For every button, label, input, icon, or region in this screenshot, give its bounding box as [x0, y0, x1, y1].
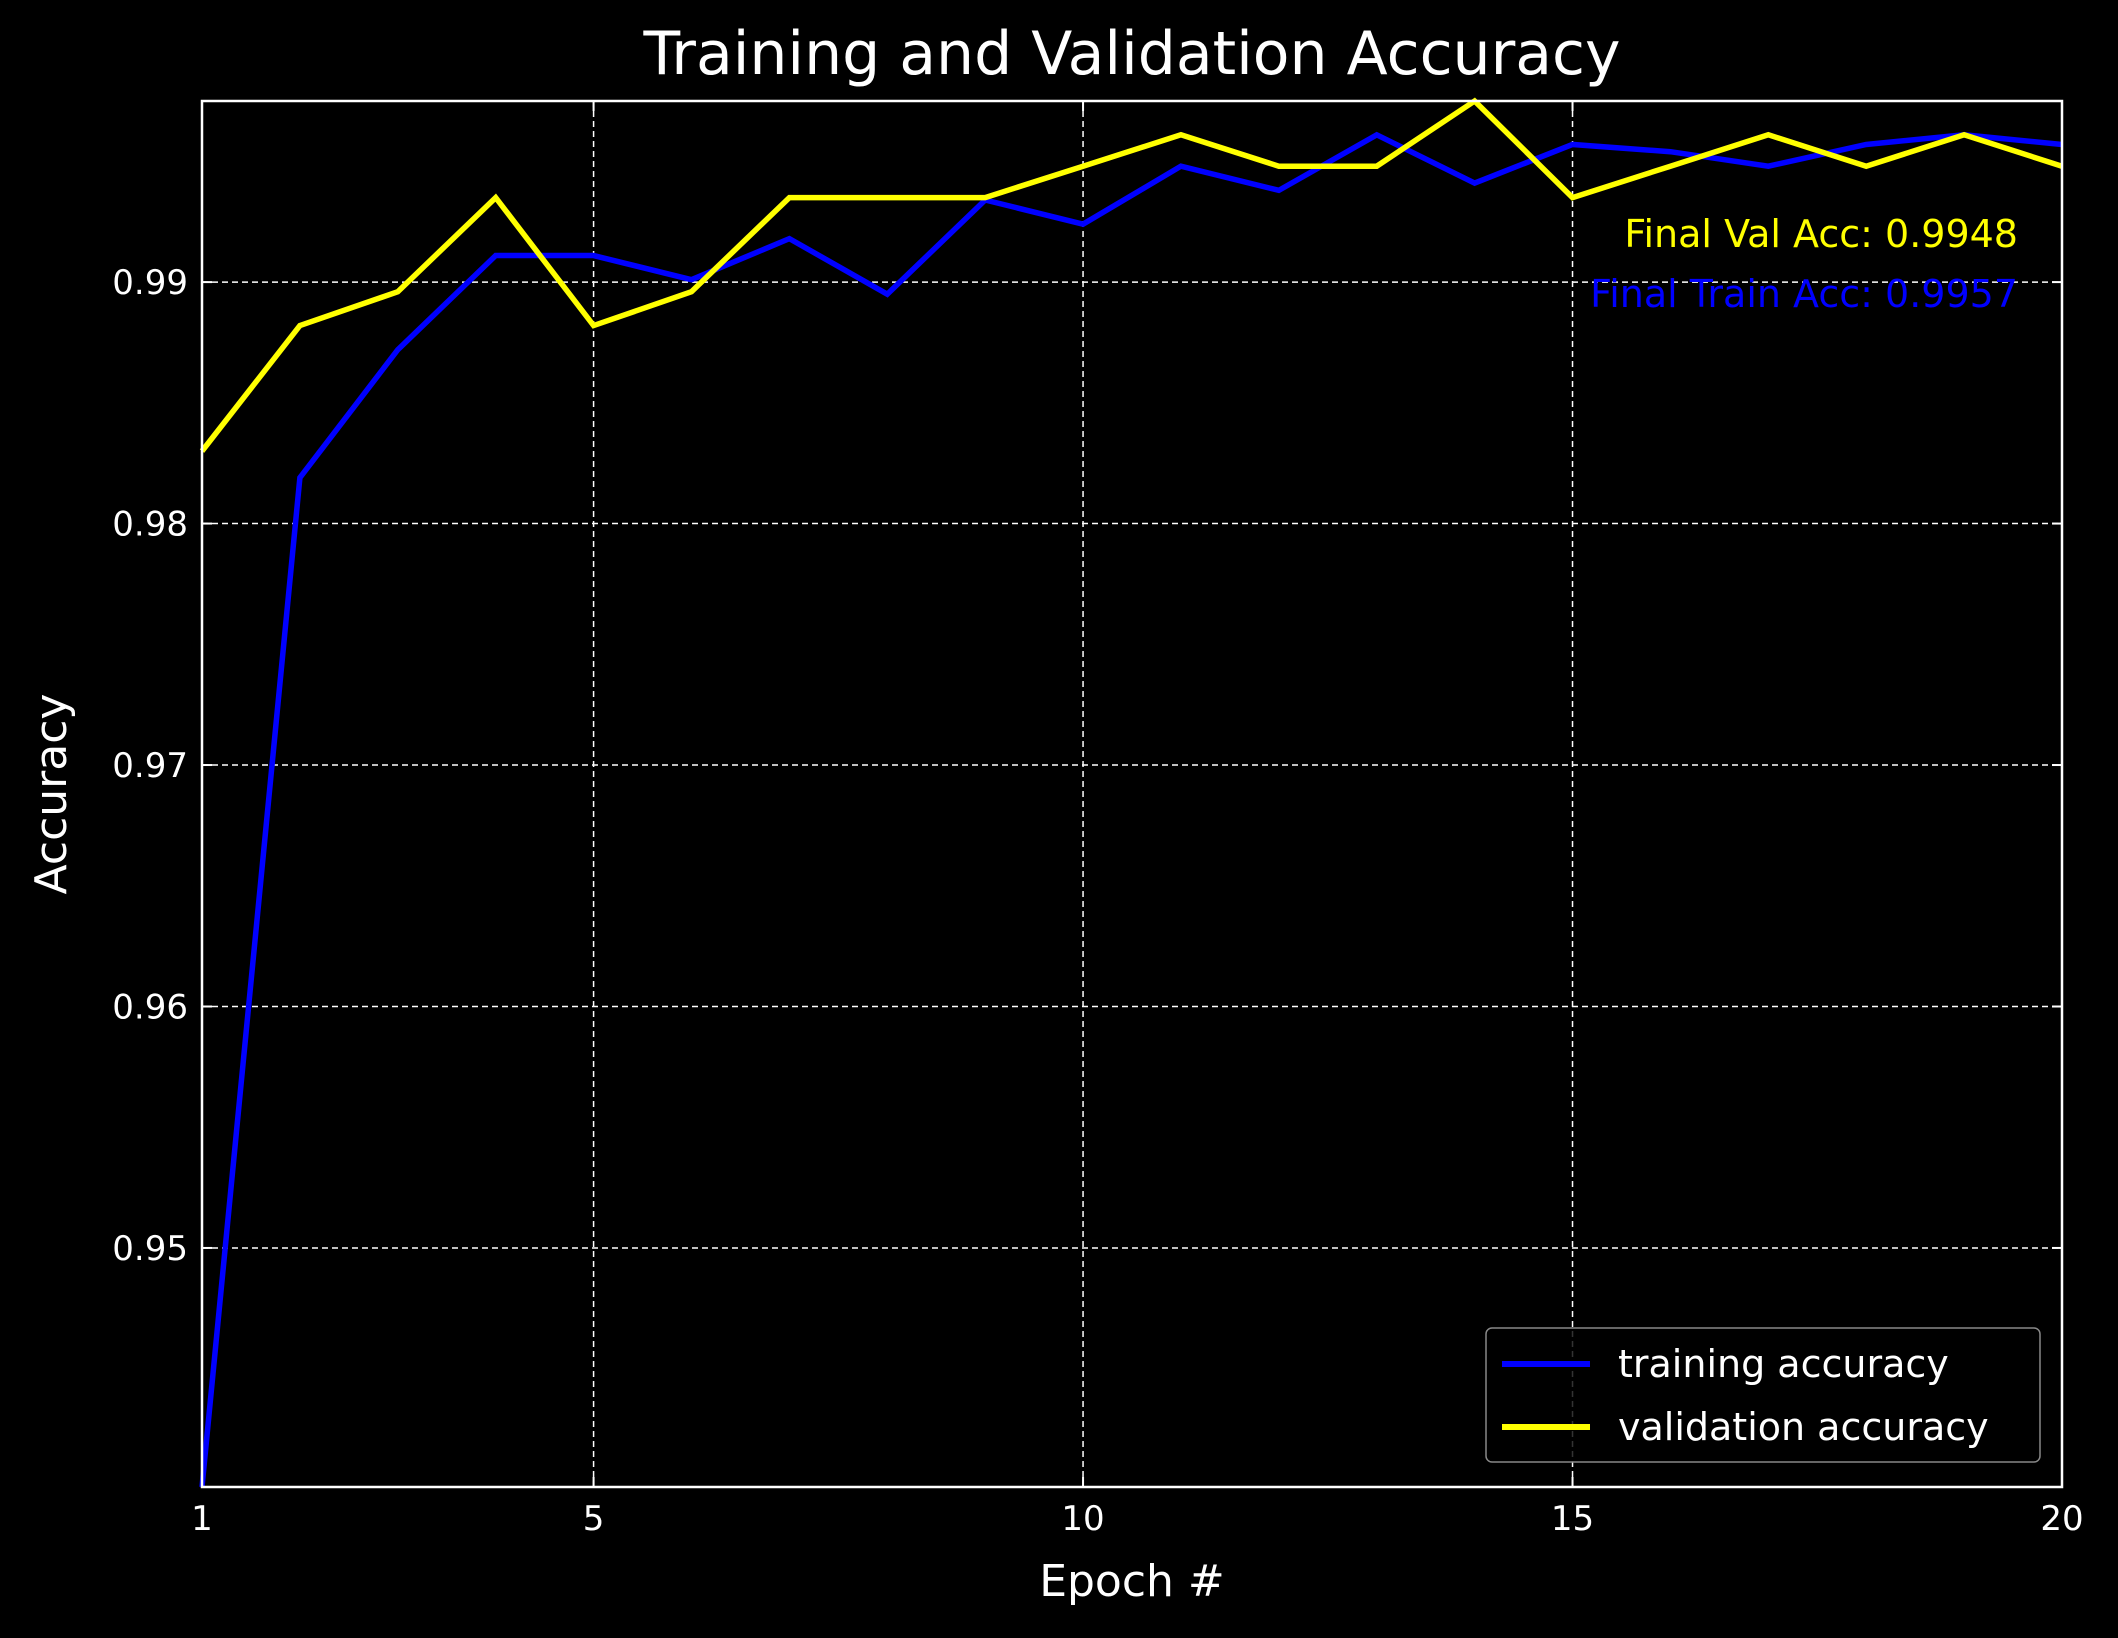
- y-tick-label: 0.98: [112, 505, 188, 545]
- legend-box: [1485, 1327, 2041, 1463]
- final-val-acc-annotation: Final Val Acc: 0.9948: [1624, 212, 2018, 256]
- x-axis-label: Epoch #: [1039, 1556, 1225, 1607]
- y-tick-label: 0.97: [112, 746, 188, 786]
- grid: [202, 101, 2062, 1487]
- legend-label-training: training accuracy: [1618, 1342, 1949, 1386]
- x-tick-label: 20: [2040, 1499, 2083, 1539]
- axis-ticks: 1 5 10 15 200.950.960.970.980.99: [112, 101, 2084, 1539]
- legend: training accuracy validation accuracy: [1485, 1327, 2041, 1463]
- legend-label-validation: validation accuracy: [1618, 1405, 1989, 1449]
- x-tick-label: 1: [191, 1499, 213, 1539]
- series-layer: [199, 97, 2063, 1488]
- x-tick-label: 15: [1551, 1499, 1594, 1539]
- final-train-acc-annotation: Final Train Acc: 0.9957: [1590, 272, 2018, 316]
- y-tick-label: 0.95: [112, 1229, 188, 1269]
- training-accuracy-line: [199, 131, 2063, 1488]
- y-tick-label: 0.96: [112, 987, 188, 1027]
- x-tick-label: 10: [1061, 1499, 1104, 1539]
- validation-accuracy-line: [199, 97, 2063, 453]
- y-axis-label: Accuracy: [26, 694, 77, 895]
- chart-title: Training and Validation Accuracy: [642, 19, 1620, 89]
- y-tick-label: 0.99: [112, 263, 188, 303]
- axes-frame: [200, 99, 2064, 1489]
- x-tick-label: 5: [583, 1499, 605, 1539]
